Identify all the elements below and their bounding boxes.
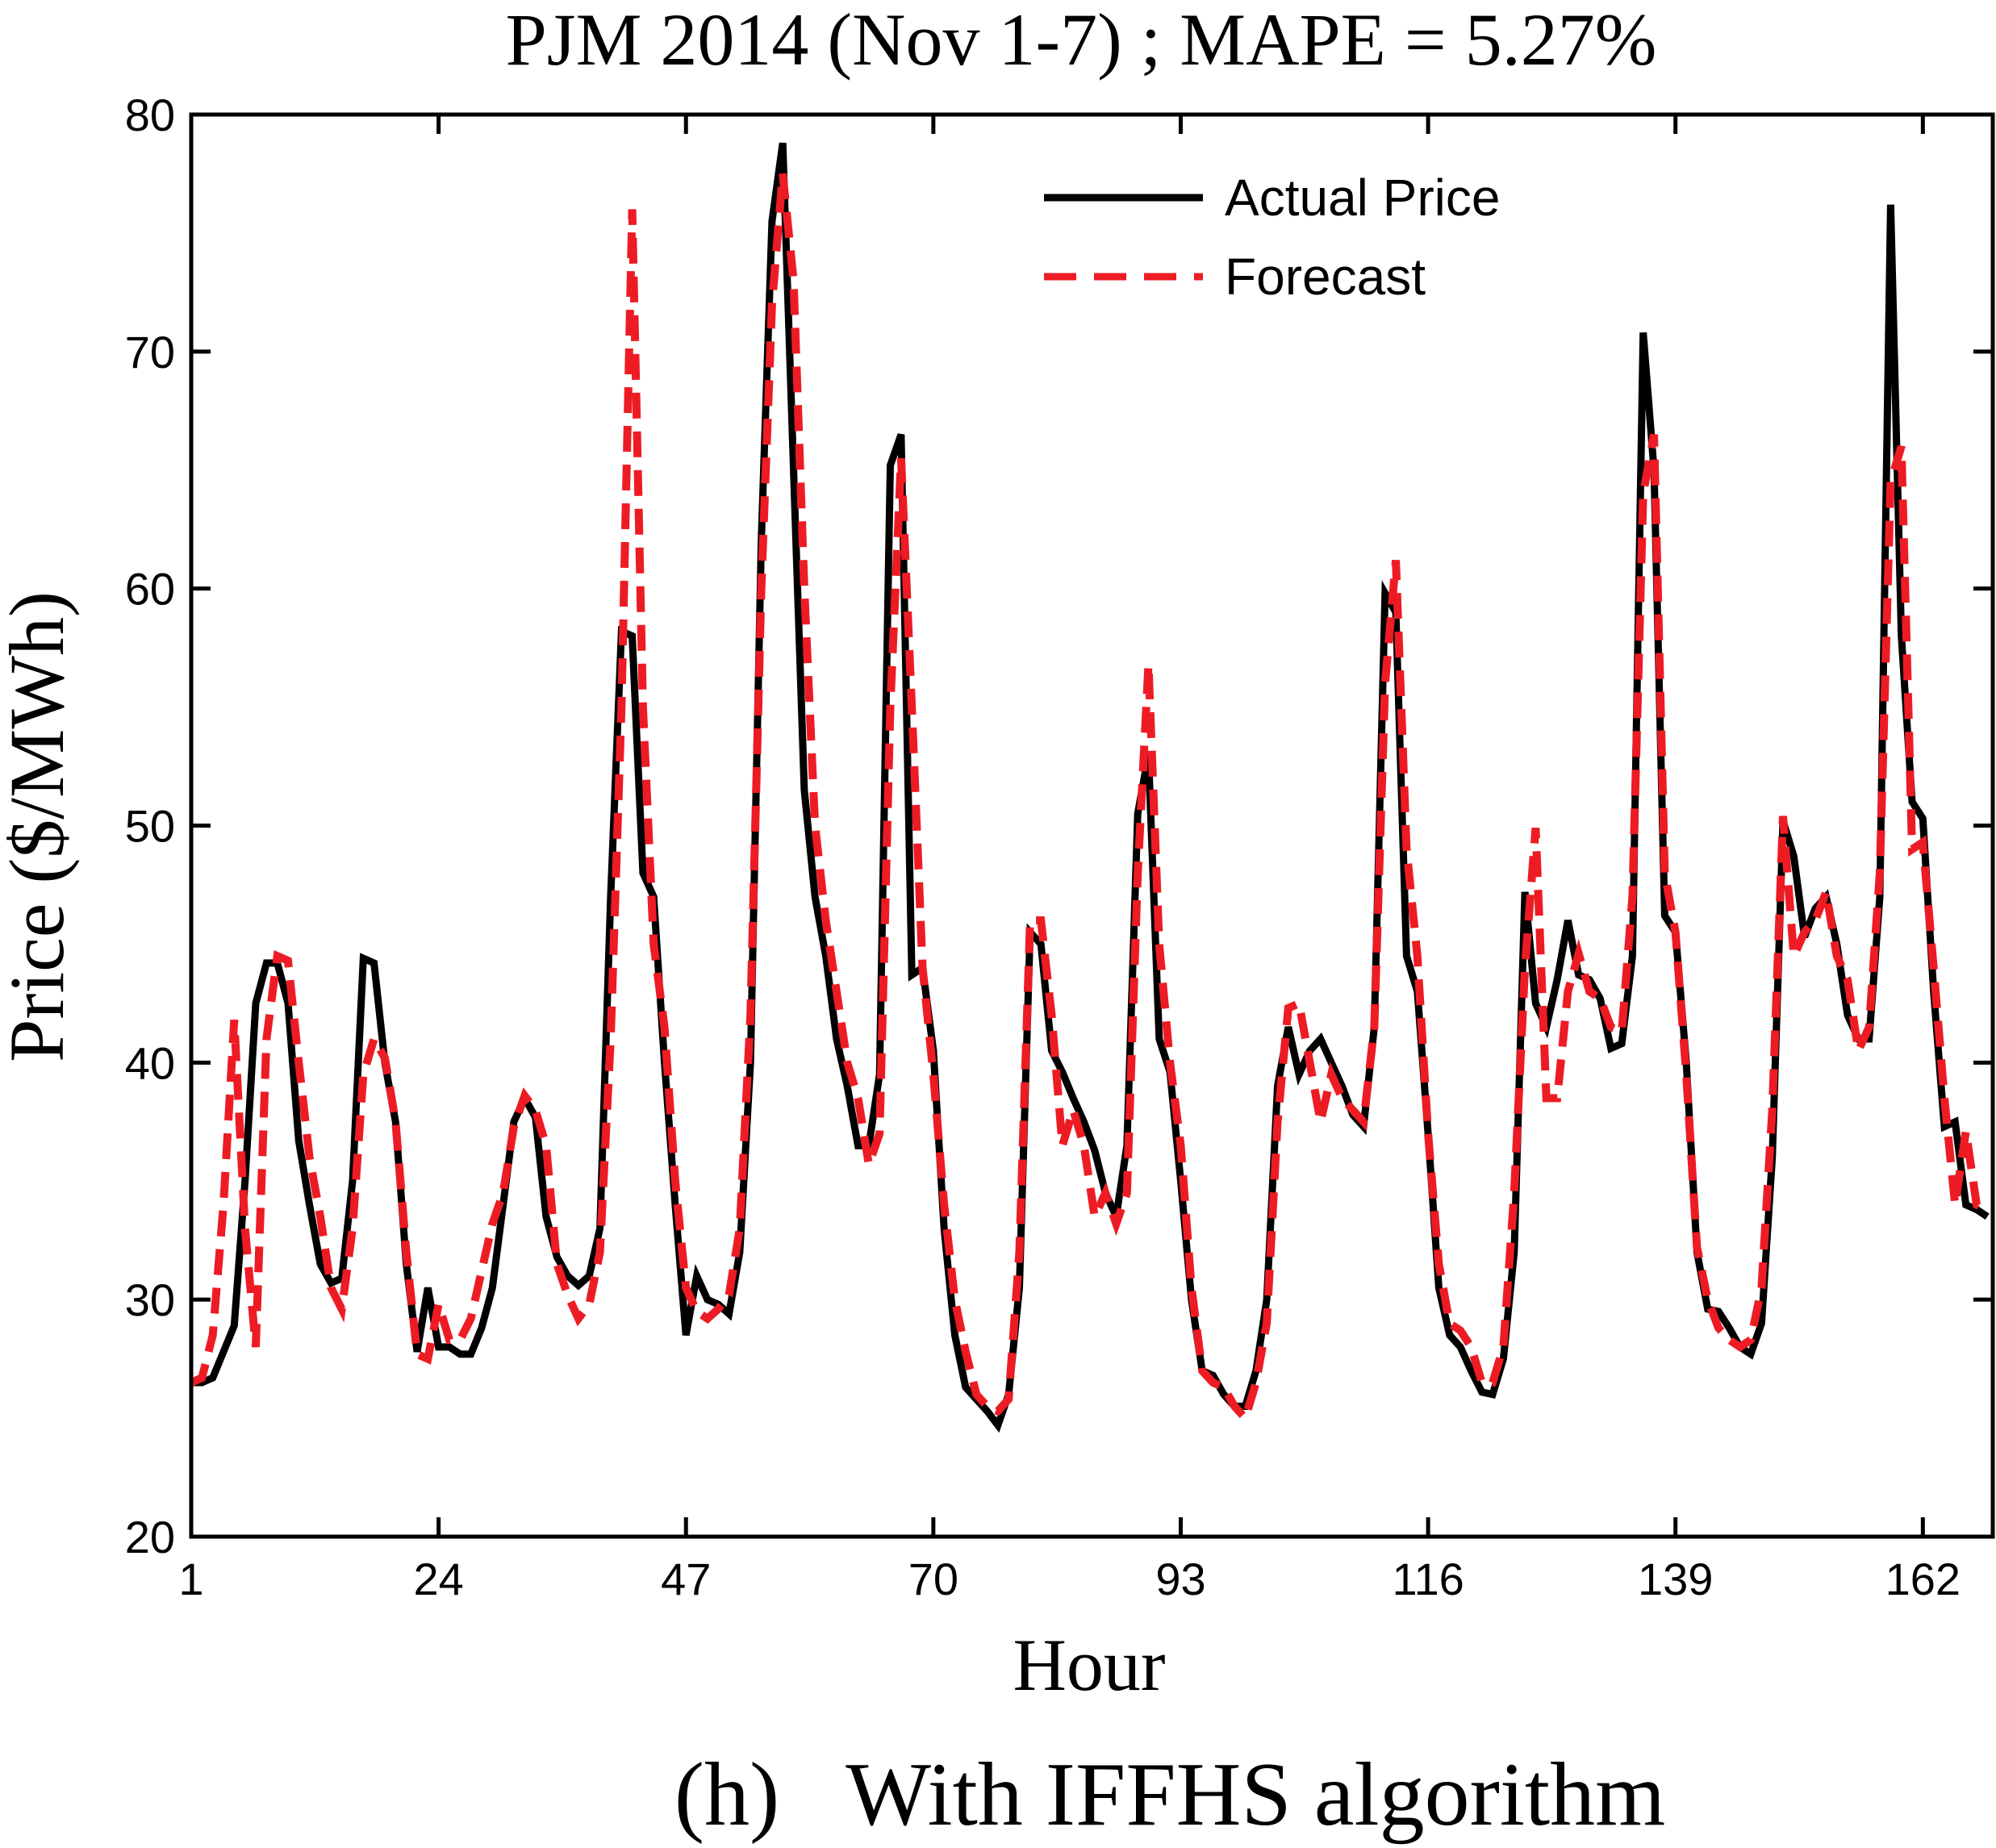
legend-label: Forecast xyxy=(1225,248,1426,306)
x-tick-label: 47 xyxy=(661,1554,711,1604)
x-tick-label: 139 xyxy=(1638,1554,1713,1604)
figure-caption: (h) With IFFHS algorithm xyxy=(674,1745,1666,1845)
y-axis-label: Price ($/MWh) xyxy=(0,591,80,1062)
y-tick-label: 70 xyxy=(125,327,175,378)
x-tick-label: 70 xyxy=(908,1554,958,1604)
y-tick-label: 80 xyxy=(125,90,175,140)
x-tick-label: 93 xyxy=(1155,1554,1205,1604)
y-tick-label: 30 xyxy=(125,1274,175,1325)
y-tick-label: 50 xyxy=(125,801,175,852)
x-tick-label: 162 xyxy=(1885,1554,1961,1604)
x-tick-label: 116 xyxy=(1392,1554,1464,1604)
y-tick-label: 20 xyxy=(125,1512,175,1562)
y-tick-label: 60 xyxy=(125,564,175,615)
chart-title: PJM 2014 (Nov 1-7) ; MAPE = 5.27% xyxy=(506,0,1657,81)
x-tick-label: 24 xyxy=(413,1554,463,1604)
x-axis-label: Hour xyxy=(1013,1624,1165,1706)
y-tick-label: 40 xyxy=(125,1037,175,1088)
series-line-forecast xyxy=(189,173,1990,1426)
plot-area: 1 24 47 70 93 116 139 162 20 30 40 50 60 70 80 Actual P… xyxy=(125,90,1995,1604)
x-tick-label: 1 xyxy=(178,1554,203,1604)
series-line-actual-price xyxy=(191,142,1990,1433)
legend-label: Actual Price xyxy=(1225,169,1500,227)
